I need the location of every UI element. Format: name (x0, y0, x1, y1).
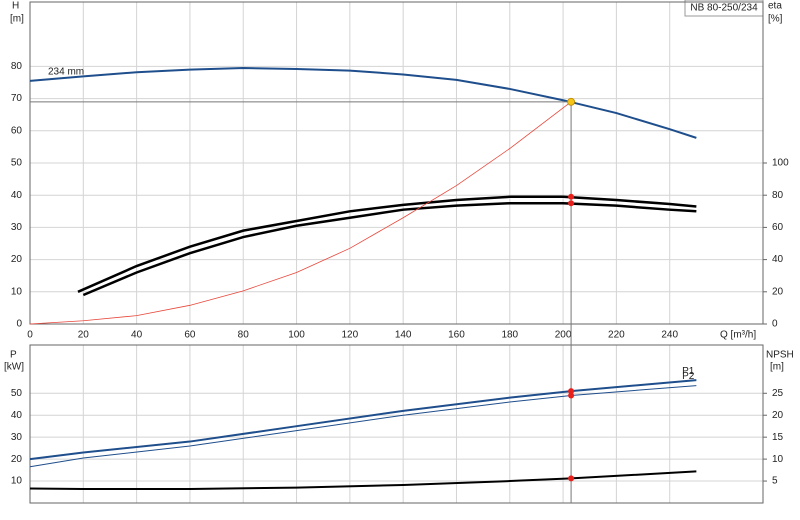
operating-point (568, 392, 575, 399)
y2-tick-label: 20 (772, 286, 784, 297)
x-tick-label: 0 (27, 330, 33, 341)
y2-tick-label: 40 (772, 254, 784, 265)
y-tick-label: 80 (11, 61, 23, 72)
curve-label: P1 (682, 366, 695, 377)
x-tick-label: 240 (661, 330, 678, 341)
x-tick-label: 60 (184, 330, 196, 341)
curve-label: P2 (682, 371, 695, 382)
x-tick-label: 200 (555, 330, 572, 341)
x-tick-label: 160 (448, 330, 465, 341)
curve (29, 101, 572, 325)
y2-tick-label: 0 (772, 319, 778, 330)
x-tick-label: 220 (608, 330, 625, 341)
y-tick-label: 50 (11, 158, 23, 169)
operating-point (568, 388, 575, 395)
y-label: H (12, 1, 19, 12)
y-tick-label: 30 (11, 222, 23, 233)
curve (82, 202, 697, 297)
y2-label: eta (768, 1, 782, 12)
operating-point (568, 193, 575, 200)
operating-point (568, 200, 575, 207)
y-unit: [kW] (4, 362, 24, 373)
y2-tick-label: 20 (772, 410, 784, 421)
y-tick-label: 40 (11, 410, 23, 421)
y-tick-label: 20 (11, 454, 23, 465)
chart-title: NB 80-250/234 (690, 3, 758, 14)
y-tick-label: 10 (11, 286, 23, 297)
y2-tick-label: 25 (772, 388, 784, 399)
y-tick-label: 0 (16, 319, 22, 330)
curve (29, 67, 697, 139)
y2-tick-label: 60 (772, 222, 784, 233)
y2-label: NPSH (766, 350, 794, 361)
y2-tick-label: 80 (772, 190, 784, 201)
y-tick-label: 20 (11, 254, 23, 265)
y-tick-label: 30 (11, 432, 23, 443)
y-tick-label: 50 (11, 388, 23, 399)
y-tick-label: 60 (11, 125, 23, 136)
x-tick-label: 20 (78, 330, 90, 341)
y2-tick-label: 100 (772, 158, 789, 169)
y-label: P (10, 350, 17, 361)
x-label: Q [m³/h] (720, 330, 756, 341)
plot-frame (29, 1, 764, 325)
y2-tick-label: 5 (772, 476, 778, 487)
x-tick-label: 100 (288, 330, 305, 341)
y2-tick-label: 15 (772, 432, 784, 443)
x-tick-label: 40 (131, 330, 143, 341)
x-tick-label: 80 (238, 330, 250, 341)
duty-point (567, 97, 575, 106)
y-unit: [m] (10, 14, 24, 25)
x-tick-label: 180 (501, 330, 518, 341)
y2-unit: [%] (768, 14, 783, 25)
y2-tick-label: 10 (772, 454, 784, 465)
curve (29, 470, 697, 490)
y-tick-label: 10 (11, 476, 23, 487)
y2-unit: [m] (770, 362, 784, 373)
curve-label: 234 mm (48, 67, 84, 78)
x-tick-label: 120 (342, 330, 359, 341)
y-tick-label: 70 (11, 93, 23, 104)
x-tick-label: 140 (395, 330, 412, 341)
y-tick-label: 40 (11, 190, 23, 201)
curve (29, 379, 697, 461)
plot-frame (29, 344, 764, 504)
operating-point (568, 475, 575, 482)
curve (77, 195, 697, 293)
curve (29, 385, 697, 468)
